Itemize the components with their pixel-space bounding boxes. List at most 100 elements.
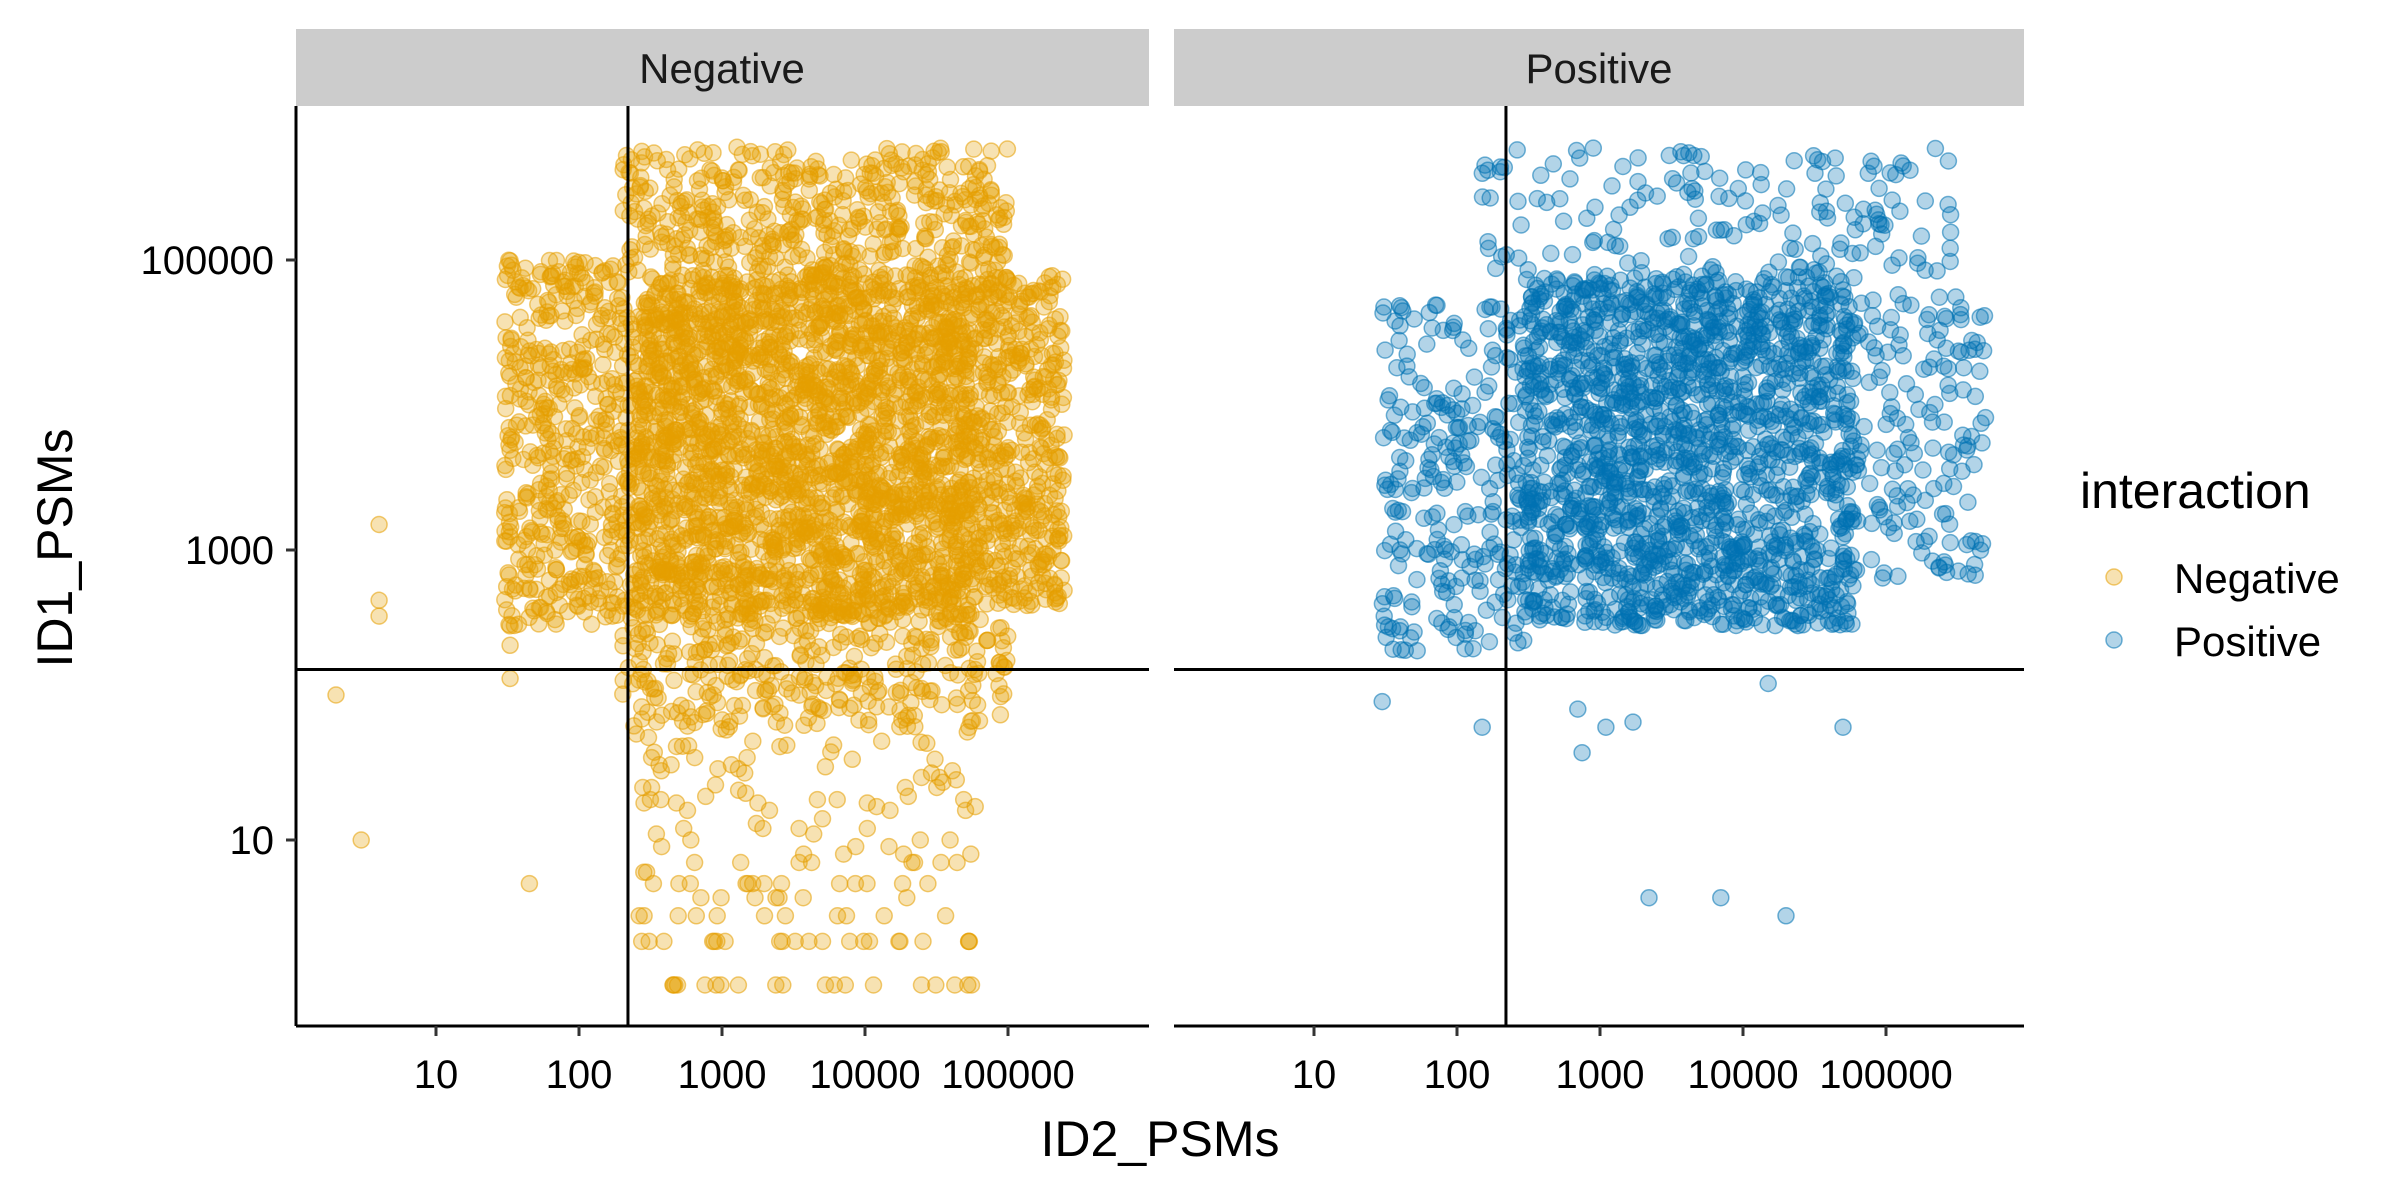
- data-point: [712, 888, 730, 907]
- data-point: [1031, 330, 1050, 349]
- data-point: [889, 220, 908, 238]
- data-point: [950, 589, 968, 607]
- data-point: [873, 407, 891, 425]
- data-point: [1046, 593, 1065, 611]
- data-point: [722, 756, 741, 774]
- data-point: [704, 686, 723, 704]
- data-point: [946, 192, 964, 211]
- data-point: [685, 853, 704, 872]
- data-point: [787, 474, 805, 493]
- data-point: [532, 263, 550, 281]
- data-point: [889, 411, 908, 430]
- points-layer-positive: [1373, 139, 1995, 925]
- data-point: [1036, 494, 1054, 513]
- data-point: [801, 283, 820, 301]
- data-point: [967, 398, 986, 416]
- data-point: [664, 453, 682, 471]
- data-point: [847, 544, 866, 563]
- data-point: [766, 143, 784, 161]
- data-point: [825, 188, 844, 206]
- data-point: [737, 561, 756, 579]
- data-point: [952, 639, 971, 657]
- data-point: [552, 485, 570, 504]
- data-point: [1002, 316, 1021, 335]
- data-point: [1024, 284, 1043, 303]
- data-point: [802, 853, 821, 872]
- data-point: [653, 399, 672, 417]
- data-point: [960, 718, 978, 737]
- data-point: [501, 669, 519, 688]
- data-point: [712, 976, 730, 994]
- data-point: [664, 536, 682, 555]
- data-point: [682, 831, 700, 849]
- data-point: [982, 317, 1000, 336]
- data-point: [936, 656, 955, 675]
- data-point: [880, 837, 898, 856]
- data-point: [790, 668, 809, 686]
- data-point: [816, 976, 835, 994]
- data-point: [1016, 430, 1035, 449]
- data-point: [496, 499, 515, 517]
- data-point: [730, 161, 748, 180]
- data-point: [883, 331, 902, 349]
- data-point: [554, 514, 572, 533]
- data-point: [647, 825, 666, 843]
- data-point: [662, 702, 681, 721]
- data-point: [910, 612, 928, 631]
- data-point: [496, 313, 514, 331]
- data-point: [635, 863, 653, 881]
- data-point: [954, 158, 973, 176]
- data-point: [989, 348, 1008, 366]
- data-point: [716, 177, 735, 196]
- data-point: [906, 177, 925, 195]
- data-point: [781, 405, 800, 424]
- data-point: [730, 707, 749, 725]
- data-point: [755, 284, 773, 303]
- data-point: [506, 433, 524, 452]
- data-point: [831, 625, 850, 644]
- data-point: [651, 224, 670, 242]
- data-point: [698, 702, 716, 720]
- data-point: [665, 671, 683, 690]
- data-point: [753, 425, 772, 444]
- data-point: [937, 610, 956, 628]
- data-point: [834, 241, 853, 259]
- data-point: [798, 436, 817, 454]
- data-point: [1051, 321, 1070, 340]
- data-point: [914, 932, 932, 951]
- data-point: [966, 190, 985, 209]
- data-point: [702, 578, 720, 596]
- data-point: [770, 932, 789, 951]
- data-point: [811, 167, 829, 185]
- data-point: [843, 607, 862, 626]
- data-point: [877, 633, 896, 651]
- data-point: [775, 342, 793, 361]
- data-point: [708, 907, 726, 925]
- data-point: [520, 342, 539, 360]
- data-point: [681, 874, 700, 893]
- data-point: [574, 351, 592, 370]
- data-point: [632, 698, 651, 716]
- data-point: [944, 485, 963, 503]
- data-point: [863, 365, 881, 383]
- data-point: [822, 570, 841, 588]
- data-point: [681, 150, 699, 168]
- data-point: [830, 690, 849, 709]
- data-point: [821, 420, 839, 439]
- data-point: [858, 874, 876, 893]
- data-point: [889, 496, 908, 515]
- data-point: [711, 339, 729, 357]
- data-point: [842, 151, 861, 169]
- data-point: [586, 503, 605, 522]
- data-point: [716, 539, 734, 558]
- data-point: [754, 699, 772, 717]
- data-point: [696, 976, 714, 994]
- data-point: [813, 810, 832, 828]
- data-point: [970, 477, 989, 495]
- data-point: [1005, 501, 1024, 519]
- data-point: [675, 226, 694, 244]
- data-point: [535, 546, 554, 564]
- data-point: [760, 248, 779, 266]
- facet-strip-label: Negative: [639, 45, 805, 92]
- data-point: [990, 586, 1008, 604]
